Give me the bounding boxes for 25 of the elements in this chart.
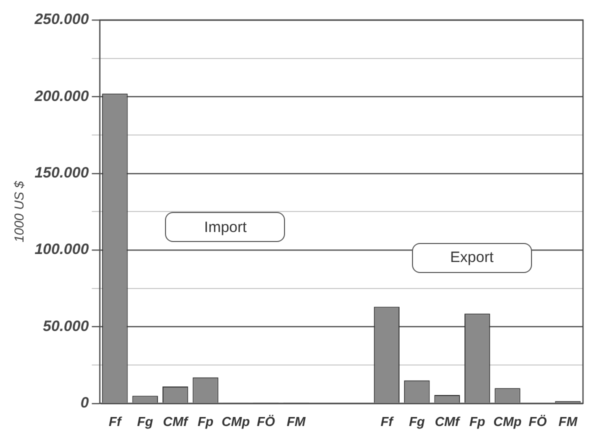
x-tick-label: CMp	[222, 414, 250, 429]
x-tick-label: CMf	[434, 414, 462, 429]
x-tick-label: Fp	[469, 414, 486, 429]
x-tick-label: Fg	[408, 414, 425, 429]
y-tick-label: 0	[80, 394, 90, 412]
x-tick-label: Fp	[198, 414, 214, 429]
x-tick-label: CMf	[163, 414, 190, 429]
x-tick-label: Fg	[137, 414, 154, 429]
y-axis-title: 1000 US $	[11, 180, 26, 242]
x-tick-label: FÖ	[528, 414, 547, 429]
y-tick-label: 50.000	[42, 318, 90, 335]
annotation: Import	[204, 218, 247, 236]
x-tick-label: Ff	[380, 414, 395, 429]
y-tick-label: 200.000	[34, 88, 90, 105]
y-tick-label: 150.000	[34, 164, 90, 182]
y-tick-label: 250.000	[34, 11, 90, 28]
x-tick-label: CMp	[493, 414, 522, 429]
x-tick-label: FÖ	[256, 414, 275, 429]
x-tick-label: FM	[286, 414, 307, 429]
x-tick-label: FM	[558, 414, 578, 429]
annotation: Export	[450, 249, 494, 266]
y-tick-label: 100.000	[34, 241, 90, 258]
rounded-box: Export	[412, 242, 532, 273]
x-tick-label: Ff	[108, 414, 123, 429]
rounded-box: Import	[165, 212, 286, 242]
